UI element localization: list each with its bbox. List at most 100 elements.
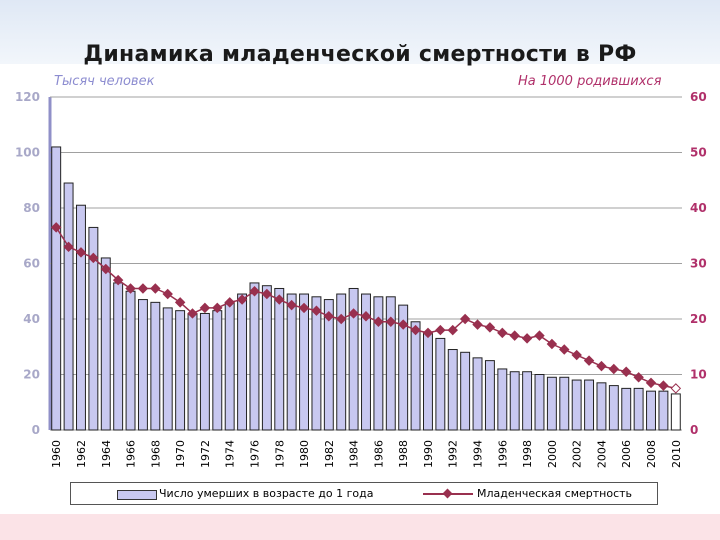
x-tick-label: 1970 xyxy=(174,440,187,468)
mortality-rate-point xyxy=(112,274,124,286)
bar xyxy=(63,182,74,431)
x-tick-label: 1978 xyxy=(273,440,286,468)
mortality-rate-point xyxy=(620,366,632,377)
bar xyxy=(670,393,681,431)
bar xyxy=(175,310,186,431)
bar xyxy=(212,310,223,431)
bar xyxy=(422,332,433,431)
left-axis-unit-label: Тысяч человек xyxy=(54,74,155,89)
mortality-rate-point xyxy=(249,286,260,297)
mortality-rate-point xyxy=(348,308,359,319)
bar xyxy=(509,371,520,431)
x-tick-label: 2004 xyxy=(596,440,609,468)
mortality-rate-point xyxy=(88,252,99,264)
mortality-rate-point xyxy=(534,330,545,341)
mortality-rate-point xyxy=(162,288,173,300)
legend-bar-label: Число умерших в возрасте до 1 года xyxy=(159,487,374,500)
legend-line-marker xyxy=(442,488,453,499)
mortality-rate-point xyxy=(50,222,62,233)
bar xyxy=(299,293,310,431)
x-tick-label: 1992 xyxy=(447,440,460,468)
mortality-rate-point xyxy=(596,360,607,372)
bar xyxy=(559,376,570,431)
x-tick-label: 1972 xyxy=(199,440,212,468)
x-tick-label: 1976 xyxy=(249,440,262,468)
right-tick-label: 20 xyxy=(690,312,707,326)
mortality-rate-point xyxy=(311,305,322,316)
x-tick-label: 2000 xyxy=(546,440,559,468)
bar xyxy=(187,312,198,431)
left-tick-label: 40 xyxy=(23,312,40,326)
bar xyxy=(435,337,446,431)
mortality-rate-point xyxy=(608,363,620,375)
mortality-rate-point xyxy=(658,380,669,391)
mortality-rate-point xyxy=(435,324,446,336)
mortality-rate-point xyxy=(274,294,285,305)
bar xyxy=(286,293,297,431)
x-tick-label: 1994 xyxy=(472,440,485,468)
bar xyxy=(460,351,471,431)
bar xyxy=(224,301,235,431)
legend-bar-swatch xyxy=(117,490,157,500)
mortality-rate-point xyxy=(670,383,682,394)
x-tick-label: 1974 xyxy=(224,440,237,468)
x-tick-label: 2008 xyxy=(645,440,658,468)
legend-line-label: Младенческая смертность xyxy=(477,487,633,500)
left-tick-label: 100 xyxy=(15,146,40,160)
mortality-rate-point xyxy=(286,299,297,311)
x-tick-label: 1964 xyxy=(100,440,113,468)
mortality-rate-point xyxy=(199,302,211,314)
bar xyxy=(113,282,124,431)
bar xyxy=(162,307,173,431)
mortality-rate-point xyxy=(212,302,223,314)
bar xyxy=(150,301,161,431)
bar xyxy=(125,290,136,431)
bar xyxy=(385,296,396,431)
x-tick-label: 1962 xyxy=(75,440,88,468)
x-tick-label: 1966 xyxy=(125,440,138,468)
bar xyxy=(447,349,458,431)
legend: Число умерших в возрасте до 1 года Младе… xyxy=(70,482,658,505)
bar xyxy=(237,293,248,431)
mortality-rate-point xyxy=(422,327,434,339)
mortality-rate-point xyxy=(236,294,248,305)
mortality-rate-point xyxy=(571,349,582,361)
mortality-rate-point xyxy=(484,322,496,333)
bar xyxy=(658,390,669,431)
mortality-rate-point xyxy=(298,302,310,314)
footer-band xyxy=(0,514,720,540)
right-tick-label: 50 xyxy=(690,146,707,160)
x-tick-label: 1982 xyxy=(323,440,336,468)
x-tick-label: 2010 xyxy=(670,440,683,468)
mortality-rate-point xyxy=(125,283,136,294)
right-tick-label: 40 xyxy=(690,201,707,215)
bar xyxy=(497,368,508,431)
right-axis-unit-label: На 1000 родившихся xyxy=(518,74,662,89)
x-tick-label: 1960 xyxy=(50,440,63,468)
mortality-rate-point xyxy=(583,355,595,366)
mortality-rate-point xyxy=(137,283,149,294)
mortality-rate-point xyxy=(559,344,570,355)
bar xyxy=(596,382,607,431)
mortality-rate-point xyxy=(633,372,644,383)
mortality-rate-point xyxy=(373,316,384,328)
bar xyxy=(51,146,62,431)
mortality-rate-point xyxy=(187,308,198,319)
bar xyxy=(484,360,495,431)
mortality-rate-point xyxy=(509,330,520,341)
bar xyxy=(199,312,210,431)
mortality-rate-point xyxy=(100,263,112,275)
mortality-rate-point xyxy=(472,319,483,330)
mortality-rate-point xyxy=(447,324,458,336)
bar xyxy=(100,257,111,431)
mortality-rate-point xyxy=(385,316,397,328)
bar xyxy=(571,379,582,431)
chart: 0 20 40 60 80 100 120 0 10 20 30 40 50 60 1960 1962 19… xyxy=(15,90,707,468)
bar xyxy=(261,285,272,431)
mortality-rate-point xyxy=(150,283,161,294)
left-tick-label: 60 xyxy=(23,257,40,271)
mortality-rate-point xyxy=(174,297,186,308)
mortality-rate-point xyxy=(521,333,533,344)
mortality-rate-point xyxy=(323,311,335,322)
bar xyxy=(633,387,644,431)
